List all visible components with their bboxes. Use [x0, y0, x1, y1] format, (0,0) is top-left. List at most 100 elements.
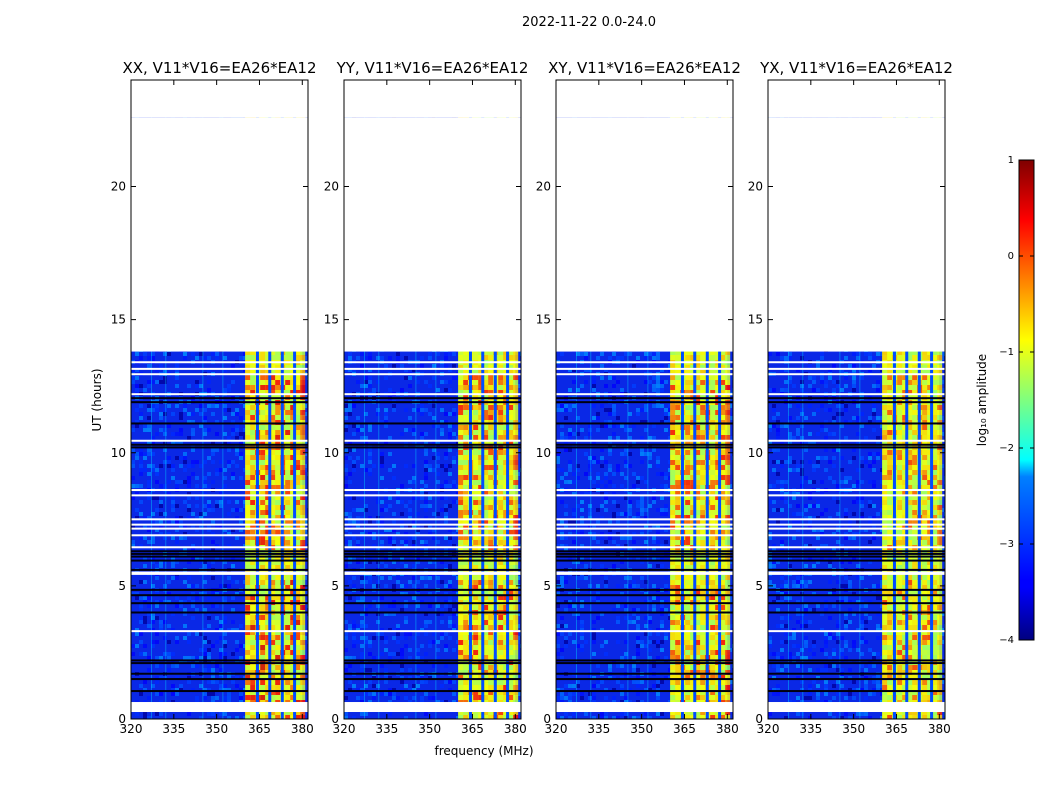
rfi-band-cell: [270, 455, 276, 460]
noise-cell: [151, 612, 155, 616]
rfi-band-cell: [260, 435, 266, 440]
rfi-band-cell: [285, 550, 291, 555]
flagged-row: [131, 568, 308, 571]
noise-cell: [167, 592, 171, 596]
noise-cell: [348, 544, 352, 548]
rfi-band-cell: [300, 430, 306, 435]
noise-cell: [135, 408, 139, 412]
noise-cell: [151, 640, 155, 644]
rfi-band-cell: [300, 605, 306, 610]
noise-cell: [143, 644, 147, 648]
noise-cell: [360, 580, 364, 584]
rfi-band-cell: [250, 680, 256, 685]
noise-cell: [179, 684, 183, 688]
noise-cell: [223, 712, 227, 716]
noise-cell: [171, 576, 175, 580]
noise-cell: [147, 604, 151, 608]
noise-cell: [199, 352, 203, 356]
noise-cell: [223, 640, 227, 644]
noise-cell: [400, 668, 404, 672]
rfi-band-cell: [260, 605, 266, 610]
noise-cell: [348, 516, 352, 520]
rfi-band-cell: [245, 375, 251, 380]
noise-cell: [179, 516, 183, 520]
noise-cell: [400, 656, 404, 660]
noise-cell: [235, 500, 239, 504]
noise-cell: [368, 384, 372, 388]
noise-cell: [360, 564, 364, 568]
rfi-band-cell: [265, 405, 271, 410]
noise-cell: [432, 456, 436, 460]
noise-cell: [356, 520, 360, 524]
noise-cell: [400, 636, 404, 640]
noise-cell: [195, 660, 199, 664]
noise-cell: [187, 480, 191, 484]
noise-cell: [203, 628, 207, 632]
noise-cell: [191, 352, 195, 356]
noise-cell: [155, 380, 159, 384]
noise-cell: [412, 564, 416, 568]
noise-cell: [348, 456, 352, 460]
noise-cell: [231, 556, 235, 560]
rfi-band-cell: [275, 505, 281, 510]
rfi-line: [202, 80, 204, 719]
noise-cell: [416, 408, 420, 412]
noise-cell: [372, 464, 376, 468]
rfi-band-cell: [295, 455, 301, 460]
noise-cell: [392, 560, 396, 564]
noise-cell: [432, 364, 436, 368]
rfi-band-cell: [245, 630, 251, 635]
rfi-band-cell: [260, 465, 266, 470]
noise-cell: [191, 600, 195, 604]
noise-cell: [348, 356, 352, 360]
noise-cell: [412, 440, 416, 444]
noise-cell: [175, 456, 179, 460]
noise-cell: [432, 528, 436, 532]
rfi-band-cell: [245, 565, 251, 570]
noise-cell: [139, 412, 143, 416]
noise-cell: [360, 664, 364, 668]
noise-cell: [227, 696, 231, 700]
rfi-band-cell: [275, 675, 281, 680]
noise-cell: [239, 624, 243, 628]
noise-cell: [147, 624, 151, 628]
rfi-band-cell: [275, 595, 281, 600]
noise-cell: [239, 696, 243, 700]
noise-cell: [384, 676, 388, 680]
noise-cell: [412, 584, 416, 588]
noise-cell: [352, 556, 356, 560]
rfi-band-cell: [265, 680, 271, 685]
rfi-band-cell: [300, 540, 306, 545]
noise-cell: [440, 560, 444, 564]
noise-cell: [456, 452, 460, 456]
noise-cell: [191, 420, 195, 424]
noise-cell: [139, 464, 143, 468]
rfi-band-cell: [275, 490, 281, 495]
noise-cell: [420, 432, 424, 436]
noise-cell: [364, 684, 368, 688]
noise-cell: [231, 380, 235, 384]
rfi-band-cell: [290, 495, 296, 500]
noise-cell: [239, 444, 243, 448]
rfi-band-cell: [275, 390, 281, 395]
rfi-band-cell: [265, 580, 271, 585]
rfi-band-cell: [250, 550, 256, 555]
noise-cell: [400, 484, 404, 488]
noise-cell: [167, 640, 171, 644]
noise-cell: [211, 592, 215, 596]
noise-cell: [380, 444, 384, 448]
noise-cell: [159, 524, 163, 528]
rfi-band-cell: [275, 435, 281, 440]
noise-cell: [364, 436, 368, 440]
noise-cell: [187, 476, 191, 480]
rfi-band-cell: [290, 715, 296, 719]
noise-cell: [199, 516, 203, 520]
noise-cell: [175, 676, 179, 680]
noise-cell: [404, 696, 408, 700]
noise-cell: [215, 680, 219, 684]
noise-cell: [143, 616, 147, 620]
noise-cell: [436, 580, 440, 584]
noise-cell: [416, 600, 420, 604]
noise-cell: [368, 380, 372, 384]
rfi-band-cell: [250, 490, 256, 495]
